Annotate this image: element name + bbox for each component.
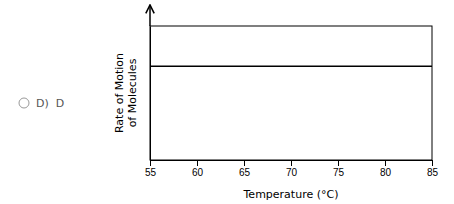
y-axis-arrow xyxy=(149,6,151,26)
annotation: D) D xyxy=(36,97,64,110)
radio-circle xyxy=(19,98,29,108)
x-tick-mark xyxy=(338,160,339,166)
x-tick: 80 xyxy=(380,160,392,178)
x-axis-line xyxy=(151,161,433,167)
x-tick-mark xyxy=(432,160,433,166)
x-tick: 55 xyxy=(145,160,157,178)
x-axis-title: Temperature (°C) xyxy=(243,188,339,201)
y-axis xyxy=(150,27,151,161)
x-tick-mark xyxy=(150,160,151,166)
x-tick-label: 55 xyxy=(145,167,157,178)
chart: 55 60 65 70 75 80 85 Temperature (°C) Rate of Mo… xyxy=(0,0,454,204)
x-tick-mark xyxy=(291,160,292,166)
plot-frame xyxy=(150,26,432,160)
x-axis: 55 60 65 70 75 80 85 xyxy=(145,160,439,178)
flat-line xyxy=(150,65,432,67)
x-tick-label: 85 xyxy=(427,167,439,178)
x-tick-label: 75 xyxy=(333,167,345,178)
x-tick-label: 60 xyxy=(192,167,204,178)
plot: 55 60 65 70 75 80 85 Temperature (°C) Rate of Mo… xyxy=(113,6,438,201)
x-tick-mark xyxy=(385,160,386,166)
x-tick: 75 xyxy=(333,160,345,178)
x-tick: 70 xyxy=(286,160,298,178)
x-tick-label: 65 xyxy=(239,167,251,178)
y-axis-line xyxy=(150,27,151,161)
x-tick-mark xyxy=(244,160,245,166)
x-tick-label: 80 xyxy=(380,167,392,178)
x-tick-label: 70 xyxy=(286,167,298,178)
x-tick: 60 xyxy=(192,160,204,178)
y-axis-title: Rate of Motionof Molecules xyxy=(113,53,139,133)
x-tick-mark xyxy=(197,160,198,166)
marks xyxy=(150,66,432,67)
x-tick: 85 xyxy=(427,160,439,178)
x-tick: 65 xyxy=(239,160,251,178)
